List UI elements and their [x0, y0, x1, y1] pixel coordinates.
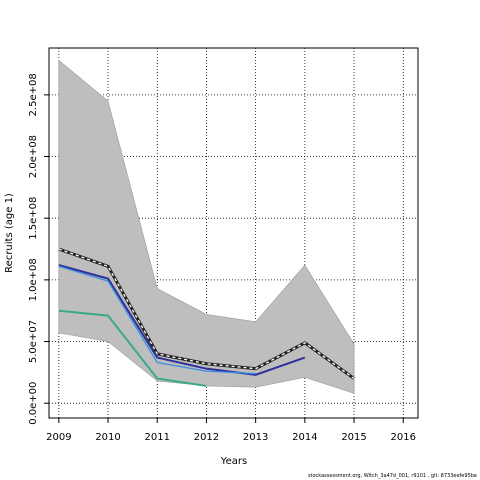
y-tick-label-5: 2.5e+08 [28, 73, 39, 116]
x-tick-label-2014: 2014 [292, 432, 317, 443]
x-tick-label-2010: 2010 [95, 432, 120, 443]
x-tick-label-2016: 2016 [391, 432, 416, 443]
series-line-0-dash [58, 248, 355, 380]
confidence-band [58, 59, 355, 394]
plot-border [48, 47, 419, 419]
x-tick-label-2012: 2012 [194, 432, 219, 443]
x-tick-label-2011: 2011 [145, 432, 170, 443]
series-layer [58, 247, 355, 387]
series-line-2 [58, 265, 256, 375]
x-tick-label-2009: 2009 [46, 432, 71, 443]
y-axis-title: Recruits (age 1) [4, 193, 15, 273]
x-axis-title: Years [220, 456, 247, 467]
series-line-3 [58, 309, 207, 387]
axes: 2009 2010 2011 2012 2013 2014 2015 2016 0.0e+00 5… [28, 47, 419, 443]
y-tick-label-0: 0.0e+00 [28, 382, 39, 425]
y-tick-label-4: 2.0e+08 [28, 135, 39, 178]
x-tick-label-2015: 2015 [341, 432, 366, 443]
y-tick-label-3: 1.5e+08 [28, 197, 39, 240]
series-line-1 [58, 264, 306, 376]
x-tick-label-2013: 2013 [243, 432, 268, 443]
footer-credit: stockassessment.org, Witch_3a47d_001, r9… [307, 473, 477, 479]
y-tick-label-1: 5.0e+07 [28, 320, 39, 363]
y-tick-label-2: 1.0e+08 [28, 258, 39, 301]
confidence-band-layer [58, 59, 355, 394]
